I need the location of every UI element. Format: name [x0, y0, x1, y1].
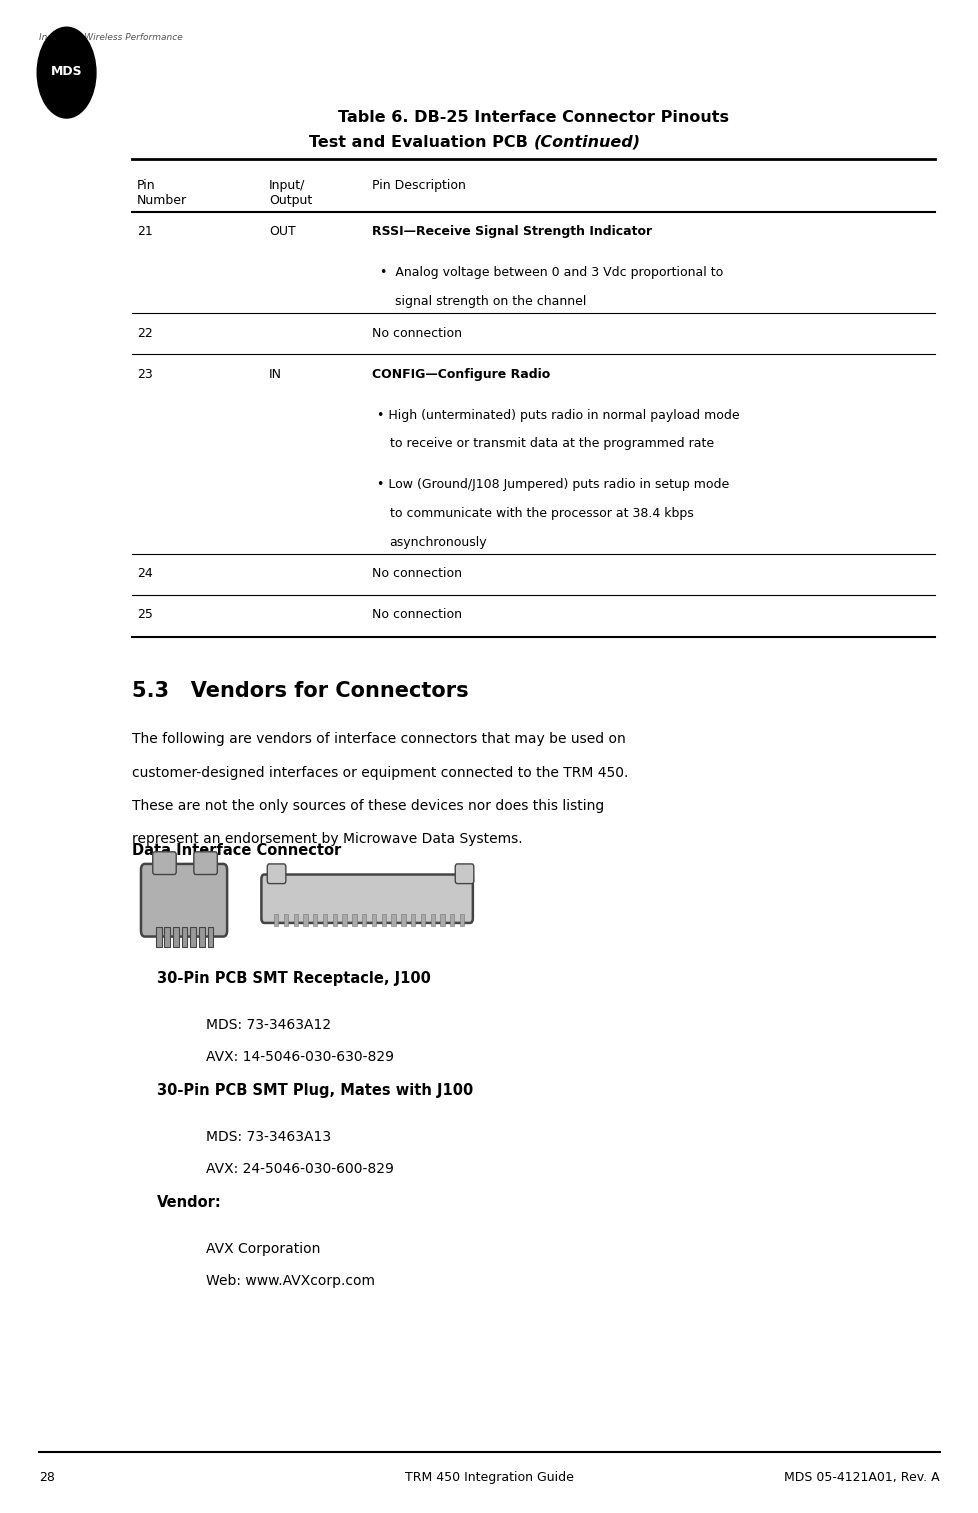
Text: customer-designed interfaces or equipment connected to the TRM 450.: customer-designed interfaces or equipmen…: [132, 766, 628, 779]
Bar: [352, 914, 356, 926]
Bar: [391, 914, 395, 926]
Text: Input/
Output: Input/ Output: [269, 179, 312, 207]
Bar: [293, 914, 297, 926]
Text: to communicate with the processor at 38.4 kbps: to communicate with the processor at 38.…: [389, 507, 692, 520]
Bar: [181, 927, 187, 947]
Text: (Continued): (Continued): [533, 135, 640, 150]
Text: AVX: 24-5046-030-600-829: AVX: 24-5046-030-600-829: [205, 1162, 393, 1176]
Text: IN: IN: [269, 368, 282, 381]
FancyBboxPatch shape: [141, 864, 227, 937]
Text: Test and Evaluation PCB: Test and Evaluation PCB: [309, 135, 533, 150]
Bar: [323, 914, 327, 926]
Bar: [450, 914, 454, 926]
Text: No connection: No connection: [372, 567, 462, 581]
Text: Pin
Number: Pin Number: [137, 179, 187, 207]
FancyBboxPatch shape: [455, 864, 473, 884]
Text: 21: 21: [137, 225, 153, 239]
Bar: [199, 927, 204, 947]
Text: These are not the only sources of these devices nor does this listing: These are not the only sources of these …: [132, 799, 603, 812]
Bar: [362, 914, 366, 926]
FancyBboxPatch shape: [267, 864, 286, 884]
Bar: [190, 927, 196, 947]
Text: 28: 28: [39, 1471, 55, 1484]
Text: Data Interface Connector: Data Interface Connector: [132, 843, 341, 858]
Bar: [342, 914, 346, 926]
Text: MDS: 73-3463A13: MDS: 73-3463A13: [205, 1130, 331, 1144]
Text: Web: www.AVXcorp.com: Web: www.AVXcorp.com: [205, 1274, 375, 1288]
Text: No connection: No connection: [372, 608, 462, 622]
Bar: [381, 914, 385, 926]
FancyBboxPatch shape: [194, 852, 217, 875]
Bar: [421, 914, 424, 926]
Text: Pin Description: Pin Description: [372, 179, 466, 192]
Bar: [440, 914, 444, 926]
Text: 30-Pin PCB SMT Receptacle, J100: 30-Pin PCB SMT Receptacle, J100: [156, 971, 430, 986]
Bar: [313, 914, 317, 926]
Text: represent an endorsement by Microwave Data Systems.: represent an endorsement by Microwave Da…: [132, 832, 522, 846]
Text: AVX Corporation: AVX Corporation: [205, 1242, 320, 1256]
Text: 30-Pin PCB SMT Plug, Mates with J100: 30-Pin PCB SMT Plug, Mates with J100: [156, 1083, 472, 1098]
Text: 22: 22: [137, 327, 153, 340]
Text: 23: 23: [137, 368, 153, 381]
Bar: [207, 927, 213, 947]
Text: MDS 05-4121A01, Rev. A: MDS 05-4121A01, Rev. A: [783, 1471, 939, 1484]
Text: to receive or transmit data at the programmed rate: to receive or transmit data at the progr…: [389, 437, 713, 451]
FancyBboxPatch shape: [261, 875, 472, 923]
Text: CONFIG—Configure Radio: CONFIG—Configure Radio: [372, 368, 550, 381]
Text: • Low (Ground/J108 Jumpered) puts radio in setup mode: • Low (Ground/J108 Jumpered) puts radio …: [377, 478, 729, 492]
Text: 25: 25: [137, 608, 153, 622]
Bar: [460, 914, 464, 926]
Text: •  Analog voltage between 0 and 3 Vdc proportional to: • Analog voltage between 0 and 3 Vdc pro…: [379, 266, 723, 280]
Text: 24: 24: [137, 567, 153, 581]
Bar: [164, 927, 170, 947]
Text: 5.3   Vendors for Connectors: 5.3 Vendors for Connectors: [132, 681, 468, 701]
FancyBboxPatch shape: [153, 852, 176, 875]
Text: No connection: No connection: [372, 327, 462, 340]
Text: Vendor:: Vendor:: [156, 1195, 221, 1210]
Text: asynchronously: asynchronously: [389, 536, 487, 549]
Bar: [333, 914, 336, 926]
Text: OUT: OUT: [269, 225, 295, 239]
Text: TRM 450 Integration Guide: TRM 450 Integration Guide: [405, 1471, 573, 1484]
Text: Table 6. DB-25 Interface Connector Pinouts: Table 6. DB-25 Interface Connector Pinou…: [337, 110, 729, 126]
Bar: [173, 927, 179, 947]
Bar: [156, 927, 161, 947]
Circle shape: [37, 27, 96, 118]
Bar: [411, 914, 415, 926]
Bar: [372, 914, 376, 926]
Bar: [430, 914, 434, 926]
Text: AVX: 14-5046-030-630-829: AVX: 14-5046-030-630-829: [205, 1050, 393, 1064]
Text: signal strength on the channel: signal strength on the channel: [394, 295, 585, 309]
Bar: [401, 914, 405, 926]
Text: MDS: MDS: [51, 65, 82, 77]
Text: Industrial Wireless Performance: Industrial Wireless Performance: [39, 33, 183, 42]
Text: RSSI—Receive Signal Strength Indicator: RSSI—Receive Signal Strength Indicator: [372, 225, 651, 239]
Bar: [303, 914, 307, 926]
Text: The following are vendors of interface connectors that may be used on: The following are vendors of interface c…: [132, 732, 625, 746]
Bar: [274, 914, 278, 926]
Text: • High (unterminated) puts radio in normal payload mode: • High (unterminated) puts radio in norm…: [377, 409, 738, 422]
Text: MDS: 73-3463A12: MDS: 73-3463A12: [205, 1018, 331, 1032]
Bar: [284, 914, 288, 926]
